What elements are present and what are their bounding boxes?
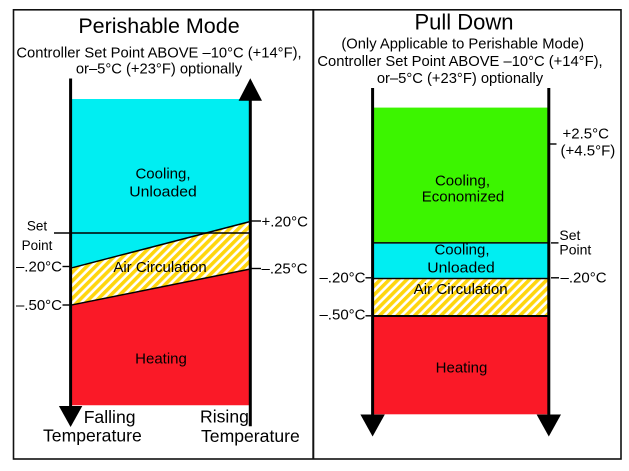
- svg-text:Unloaded: Unloaded: [427, 260, 495, 277]
- svg-text:Cooling,: Cooling,: [435, 173, 490, 190]
- svg-text:Point: Point: [559, 242, 591, 258]
- svg-text:Temperature: Temperature: [43, 426, 142, 446]
- svg-text:–.25°C: –.25°C: [262, 261, 308, 278]
- svg-text:–.50°C: –.50°C: [16, 297, 62, 314]
- svg-text:Controller Set Point ABOVE –10: Controller Set Point ABOVE –10°C (+14°F)…: [16, 46, 301, 62]
- svg-text:Economized: Economized: [422, 188, 505, 205]
- svg-text:or–5°C (+23°F) optionally: or–5°C (+23°F) optionally: [377, 71, 544, 87]
- svg-text:Controller Set Point ABOVE –10: Controller Set Point ABOVE –10°C (+14°F)…: [317, 54, 602, 70]
- svg-text:Cooling,: Cooling,: [434, 242, 489, 259]
- svg-text:Perishable Mode: Perishable Mode: [78, 14, 239, 38]
- svg-text:Air Circulation: Air Circulation: [414, 281, 508, 298]
- svg-text:Falling: Falling: [84, 407, 136, 427]
- svg-text:Pull Down: Pull Down: [414, 10, 513, 35]
- svg-text:Heating: Heating: [436, 359, 488, 376]
- svg-text:Set: Set: [27, 219, 48, 234]
- svg-text:or–5°C (+23°F) optionally: or–5°C (+23°F) optionally: [76, 62, 243, 78]
- svg-text:Heating: Heating: [135, 350, 187, 367]
- svg-text:–.20°C: –.20°C: [319, 270, 365, 287]
- svg-text:–.20°C: –.20°C: [561, 270, 607, 287]
- svg-text:Air Circulation: Air Circulation: [113, 259, 206, 276]
- svg-text:+.20°C: +.20°C: [262, 213, 309, 230]
- svg-text:Temperature: Temperature: [201, 426, 300, 446]
- svg-text:+2.5°C: +2.5°C: [563, 126, 610, 143]
- svg-text:Cooling,: Cooling,: [135, 165, 190, 182]
- svg-text:Rising: Rising: [200, 407, 249, 427]
- svg-text:Set: Set: [559, 227, 580, 243]
- svg-text:(Only Applicable to Perishable: (Only Applicable to Perishable Mode): [341, 37, 584, 53]
- svg-text:Unloaded: Unloaded: [129, 183, 197, 200]
- svg-text:–.20°C: –.20°C: [16, 259, 62, 276]
- svg-text:(+4.5°F): (+4.5°F): [561, 143, 616, 160]
- svg-text:Point: Point: [22, 238, 53, 253]
- svg-text:–.50°C: –.50°C: [319, 307, 365, 324]
